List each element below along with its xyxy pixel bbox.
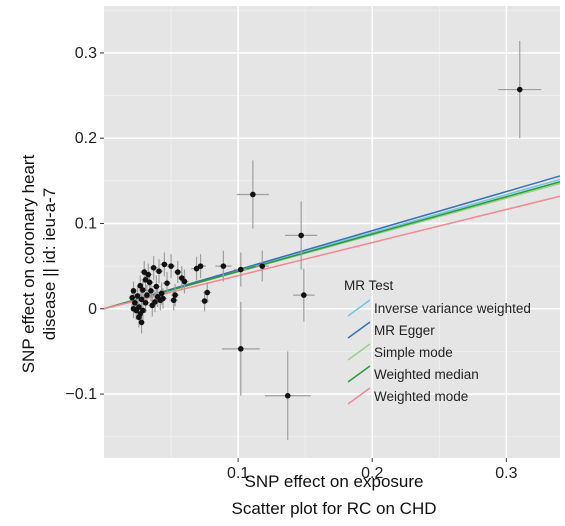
data-point [132, 299, 138, 306]
legend-label: Weighted mode [374, 389, 468, 404]
fit-line [103, 195, 561, 310]
x-axis: 0.1 0.2 0.3 [227, 458, 518, 482]
data-point [220, 263, 227, 269]
data-point [154, 294, 161, 300]
data-point [238, 346, 244, 352]
data-point [168, 263, 174, 269]
data-point [136, 314, 142, 321]
chart-caption: Scatter plot for RC on CHD [231, 499, 436, 518]
data-point [170, 297, 177, 304]
data-point [301, 292, 307, 298]
data-point [142, 276, 149, 283]
data-point [145, 271, 152, 278]
data-point [137, 282, 144, 289]
data-point [164, 280, 170, 286]
data-point [204, 289, 211, 296]
y-axis-label: SNP effect on coronary heart disease || … [19, 154, 59, 373]
y-tick-label: 0 [88, 301, 97, 318]
x-tick-label: 0.1 [227, 465, 249, 482]
legend-key [347, 343, 371, 361]
data-points [129, 86, 523, 399]
data-point [284, 392, 291, 399]
legend: MR Test Inverse variance weighted MR Egge… [344, 278, 531, 405]
data-point [158, 290, 165, 297]
legend-key [347, 299, 371, 317]
y-tick-label: 0.1 [75, 215, 97, 232]
data-point [156, 268, 162, 275]
data-point [238, 266, 244, 273]
data-point [138, 296, 145, 303]
y-tick-label: −0.1 [65, 386, 97, 403]
y-tick-label: 0.2 [75, 130, 97, 147]
data-point [161, 261, 168, 268]
data-point [174, 269, 181, 275]
legend-key [347, 387, 371, 405]
y-axis: −0.1 0 0.1 0.2 0.3 [65, 45, 104, 403]
legend-label: Inverse variance weighted [374, 301, 531, 316]
fit-line [103, 181, 561, 310]
data-point [172, 292, 178, 298]
fit-line [103, 175, 561, 310]
x-tick-label: 0.3 [495, 465, 517, 482]
data-point [129, 294, 135, 301]
data-point [140, 287, 146, 293]
plot-background [104, 6, 560, 458]
data-point [197, 263, 204, 269]
legend-item: Inverse variance weighted [347, 299, 531, 317]
fit-lines [103, 175, 561, 310]
data-point [150, 265, 157, 271]
data-point [130, 288, 137, 294]
legend-item: Weighted median [347, 365, 479, 383]
legend-title: MR Test [344, 278, 394, 293]
legend-item: Weighted mode [347, 387, 468, 405]
data-point [178, 275, 185, 281]
legend-label: Weighted median [374, 367, 479, 382]
data-point [201, 298, 208, 304]
data-point [146, 279, 153, 286]
data-point [144, 292, 150, 298]
x-tick-label: 0.2 [361, 465, 383, 482]
legend-key [347, 321, 371, 339]
data-point [298, 232, 304, 239]
data-point [160, 295, 166, 302]
data-point [152, 299, 158, 305]
legend-item: MR Egger [347, 321, 435, 339]
y-axis-label-line-2: disease || id: ieu-a-7 [40, 188, 59, 340]
data-point [153, 283, 160, 290]
data-point [148, 288, 154, 294]
legend-item: Simple mode [347, 343, 453, 361]
data-point [130, 305, 137, 312]
data-point [250, 191, 256, 198]
data-point [134, 293, 141, 299]
data-point [259, 263, 266, 269]
y-axis-label-line-1: SNP effect on coronary heart [19, 154, 38, 373]
grid [104, 6, 560, 458]
data-point [138, 319, 145, 326]
x-axis-label: SNP effect on exposure [245, 472, 424, 491]
data-point [141, 269, 148, 275]
data-point [142, 299, 149, 306]
legend-label: Simple mode [374, 345, 453, 360]
legend-label: MR Egger [374, 323, 435, 338]
y-tick-label: 0.3 [75, 45, 97, 62]
data-point [516, 86, 523, 93]
data-point [193, 265, 200, 272]
legend-key [347, 365, 371, 383]
